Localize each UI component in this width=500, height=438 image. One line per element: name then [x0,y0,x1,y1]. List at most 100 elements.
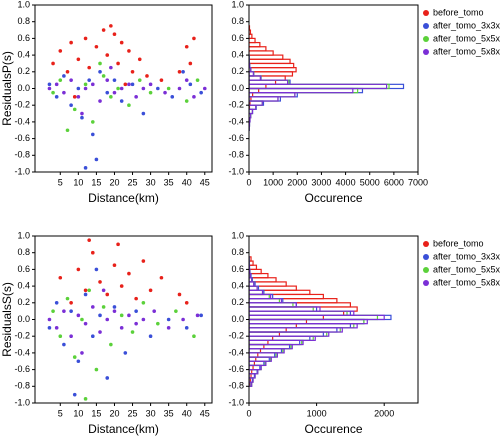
bar [249,306,358,312]
bar [249,323,297,329]
legend-label: after_tomo_3x3x2 [433,20,500,30]
point [62,90,66,95]
point [47,326,52,330]
y-tick-label: 1.0 [17,230,30,240]
bar [249,327,343,333]
point [83,397,88,401]
point [127,82,131,87]
point [101,28,106,32]
bar [249,298,284,304]
bar [249,281,255,287]
bar [249,369,259,375]
bar [249,343,291,350]
point [94,44,99,49]
legend-marker [423,254,429,260]
point [69,301,73,305]
point [112,309,117,313]
y-tick-label: -0.8 [228,150,244,160]
point [109,95,113,99]
point [83,36,88,41]
y-tick-label: -0.2 [228,100,244,110]
panel: -1.0-0.8-0.6-0.4-0.20.00.20.40.60.81.05 1… [0,0,213,205]
legend-label: after_tomo_5x5x2 [433,264,500,274]
bar [249,331,328,337]
point [54,301,59,305]
bar [249,373,256,379]
bar [249,369,258,375]
point [72,107,77,112]
point [119,313,124,318]
bar [249,75,262,81]
panel: -1.0-0.8-0.6-0.4-0.20.00.20.40.60.81.05 1… [0,230,213,436]
y-tick-label: -0.4 [228,116,244,126]
point [130,70,135,74]
point [98,99,102,103]
x-tick-label: 35 [164,408,174,418]
bar [249,327,338,333]
x-tick-label: 30 [146,408,156,418]
y-tick-label: 0.6 [17,33,30,43]
point [105,78,110,82]
bar [249,314,379,321]
point [141,317,146,322]
bar [249,348,285,354]
point [94,267,99,272]
panel: before_tomo after_tomo_3x3x2 after_tomo_5x… [228,230,500,436]
point [127,271,131,276]
bar [249,327,341,333]
point [69,103,73,107]
point [184,326,189,330]
y-tick-label: -0.2 [14,100,30,110]
bar [249,100,265,106]
x-tick-label: 25 [128,408,138,418]
bar [249,352,259,358]
bar [249,54,284,60]
point [134,321,138,326]
x-tick-label: 35 [164,177,174,187]
x-tick-label: 5 [58,177,63,187]
point [98,61,102,66]
legend-label: before_tomo [433,7,484,17]
y-tick-label: 0.6 [231,264,244,274]
bar [249,298,283,304]
y-tick-label: -0.6 [228,133,244,143]
y-tick-label: -0.6 [14,364,30,374]
legend-marker [423,241,429,247]
bar [249,306,321,312]
point [58,49,63,53]
point [62,74,66,78]
bar [249,87,359,94]
point [141,86,146,91]
point [51,309,55,313]
bar [249,79,289,85]
point [51,61,55,66]
point [98,280,102,284]
bar [249,83,405,90]
y-tick-label: 0.4 [17,49,30,59]
bar [249,285,258,291]
point [80,351,84,355]
bar [249,335,314,341]
x-tick-label: 0 [246,177,251,187]
point [156,321,160,326]
point [83,166,88,170]
y-tick-label: 0.4 [17,280,30,290]
point [105,292,110,297]
bar [249,339,303,346]
y-axis-label: ResidualsS(s) [0,282,14,357]
bar [249,92,298,98]
y-tick-label: -1.0 [228,166,244,176]
point [181,70,185,74]
x-tick-label: 40 [182,408,192,418]
point [90,305,95,309]
bar [249,302,297,308]
bar [249,298,281,304]
y-tick-label: -1.0 [228,397,244,407]
point [119,86,124,91]
bar [249,318,308,325]
point [58,78,63,82]
point [58,275,63,280]
y-tick-label: -0.4 [14,116,30,126]
panel: before_tomo after_tomo_3x3x2 after_tomo_5x… [228,0,500,205]
bar [249,323,358,329]
